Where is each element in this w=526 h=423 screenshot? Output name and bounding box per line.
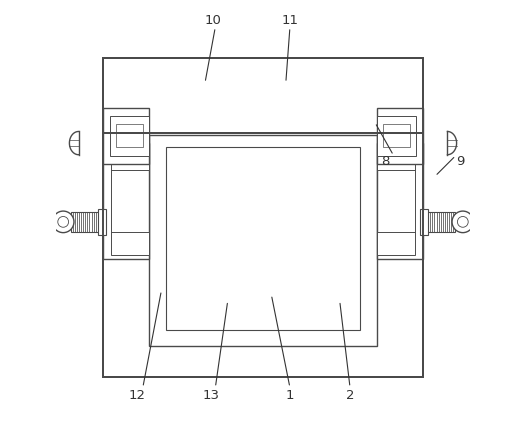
Text: 13: 13 — [203, 390, 220, 402]
Text: 12: 12 — [128, 390, 145, 402]
Text: 11: 11 — [281, 14, 298, 27]
Bar — [105, 144, 111, 258]
Bar — [417, 109, 421, 162]
Bar — [149, 135, 377, 346]
Bar — [377, 232, 415, 255]
Polygon shape — [69, 132, 78, 155]
Bar — [106, 60, 420, 131]
Bar — [104, 133, 422, 377]
Circle shape — [53, 211, 74, 233]
Text: 1: 1 — [286, 390, 294, 402]
Bar — [377, 147, 415, 170]
Bar — [104, 133, 422, 377]
Text: 2: 2 — [346, 390, 355, 402]
Bar — [111, 232, 149, 255]
Text: 10: 10 — [205, 14, 221, 27]
Bar — [105, 109, 109, 162]
Bar — [420, 209, 428, 235]
Bar — [98, 209, 106, 235]
Bar — [166, 147, 360, 330]
Bar — [111, 147, 149, 170]
Bar — [377, 143, 422, 259]
Bar — [104, 58, 422, 133]
Text: 9: 9 — [456, 155, 464, 168]
Bar — [415, 144, 421, 258]
Bar — [383, 124, 410, 147]
Bar — [109, 116, 149, 156]
Bar — [104, 58, 422, 133]
Circle shape — [452, 211, 473, 233]
Bar — [104, 143, 149, 259]
Bar — [377, 116, 417, 156]
Bar — [104, 108, 149, 164]
Bar — [116, 124, 143, 147]
Bar — [72, 212, 104, 232]
Bar — [377, 108, 422, 164]
Bar — [422, 212, 454, 232]
Text: 8: 8 — [381, 155, 389, 168]
Polygon shape — [448, 132, 457, 155]
